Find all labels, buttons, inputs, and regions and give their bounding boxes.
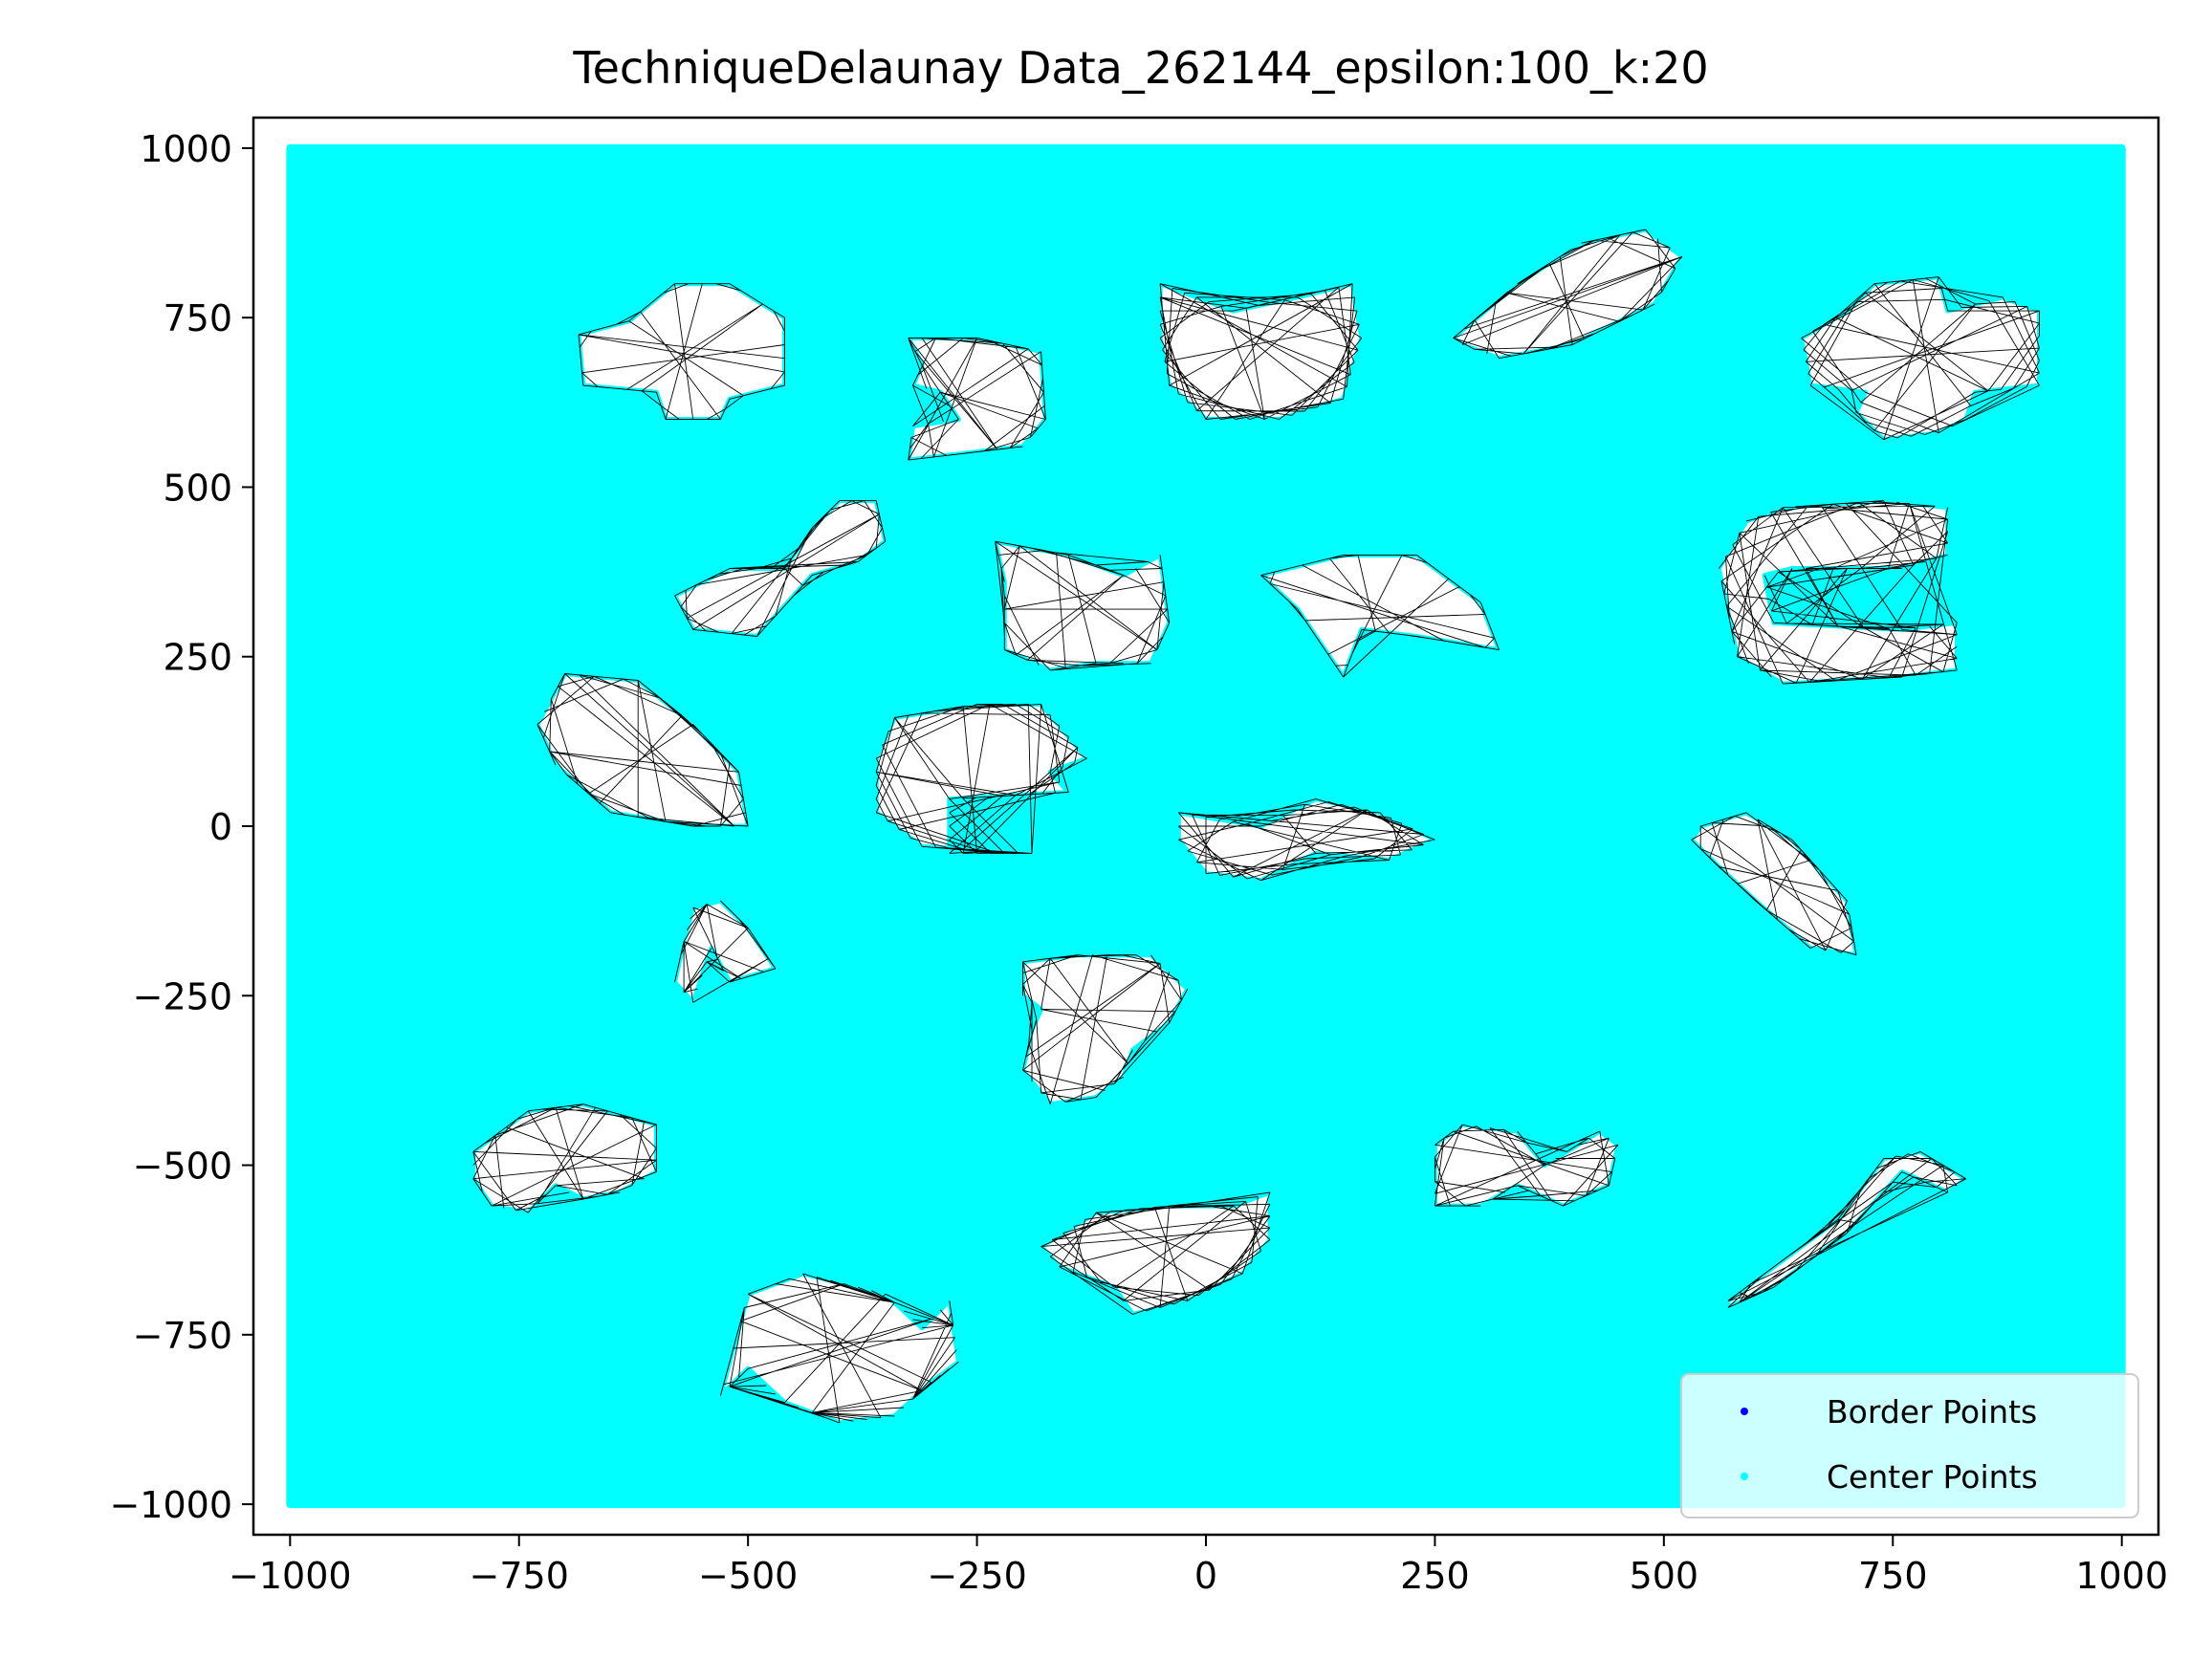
legend: Border Points Center Points <box>1680 1373 2139 1518</box>
hole <box>672 898 778 1005</box>
hole <box>1725 1148 1969 1310</box>
x-tick-label: 0 <box>1194 1555 1217 1597</box>
legend-label: Border Points <box>1827 1393 2037 1431</box>
y-tick-label: −250 <box>133 975 232 1017</box>
plot-area <box>286 143 2126 1509</box>
triangulation-edges <box>1040 1191 1271 1315</box>
x-tick-label: 750 <box>1858 1555 1928 1597</box>
triangulation-edges <box>1177 798 1435 882</box>
legend-marker <box>1741 1473 1748 1480</box>
hole <box>1432 1122 1621 1209</box>
x-tick-label: 1000 <box>2075 1555 2168 1597</box>
legend-box <box>1680 1373 2139 1518</box>
x-tick-label: 500 <box>1630 1555 1699 1597</box>
y-tick-label: −1000 <box>109 1484 232 1526</box>
x-tick-label: 250 <box>1400 1555 1470 1597</box>
hole <box>1716 498 1960 687</box>
triangulation-edges <box>537 673 749 827</box>
legend-label: Center Points <box>1827 1458 2038 1496</box>
triangulation-edges <box>719 1273 959 1424</box>
y-tick-label: −750 <box>133 1315 232 1357</box>
triangulation-edges <box>578 283 785 420</box>
triangulation-edges <box>908 338 1046 461</box>
triangulation-edges <box>472 1103 657 1213</box>
hole <box>1689 810 1859 958</box>
hole <box>1175 797 1437 884</box>
y-axis: −1000 −750 −500 −250 0 250 500 750 1000 <box>109 128 253 1526</box>
triangulation-edges <box>674 900 777 1003</box>
hole <box>1020 952 1191 1107</box>
y-tick-label: 500 <box>163 467 232 509</box>
x-axis: −1000 −750 −500 −250 0 250 500 750 1000 <box>229 1535 2168 1597</box>
y-tick-label: 1000 <box>140 128 232 170</box>
triangulation-edges <box>1434 1124 1619 1207</box>
x-tick-label: −500 <box>698 1555 798 1597</box>
y-tick-label: 0 <box>209 806 232 848</box>
hole <box>1039 1190 1273 1317</box>
hole <box>993 538 1172 673</box>
triangulation-edges <box>1727 1150 1967 1308</box>
x-tick-label: −1000 <box>229 1555 352 1597</box>
x-tick-label: −250 <box>927 1555 1026 1597</box>
hole <box>1157 281 1365 422</box>
hole <box>717 1271 961 1426</box>
axes-frame <box>252 116 2160 1537</box>
y-tick-label: −500 <box>133 1146 232 1188</box>
triangulation-edges <box>1260 554 1500 678</box>
legend-marker <box>1741 1408 1748 1415</box>
hole <box>672 498 888 639</box>
triangulation-edges <box>1453 229 1683 360</box>
hole-area <box>1020 952 1191 1107</box>
triangulation-edges <box>1022 954 1189 1104</box>
triangulation-edges <box>875 703 1087 854</box>
triangulation-edges <box>1718 500 1958 685</box>
triangulation-edges <box>1801 276 2040 441</box>
triangulation-edges <box>674 500 887 637</box>
triangulation-edges <box>1691 812 1857 956</box>
y-tick-label: 750 <box>163 297 232 339</box>
hole <box>1259 552 1501 680</box>
chart-title: TechniqueDelaunay Data_262144_epsilon:10… <box>572 42 1708 94</box>
hole <box>1799 274 2042 443</box>
x-tick-label: −750 <box>470 1555 569 1597</box>
hole <box>535 671 751 829</box>
hole <box>873 701 1089 856</box>
hole <box>471 1102 659 1215</box>
triangulation-edges <box>995 540 1171 671</box>
hole <box>576 281 787 422</box>
hole <box>1451 227 1685 361</box>
hole <box>906 336 1048 463</box>
y-tick-label: 250 <box>163 637 232 679</box>
triangulation-edges <box>1159 283 1363 420</box>
